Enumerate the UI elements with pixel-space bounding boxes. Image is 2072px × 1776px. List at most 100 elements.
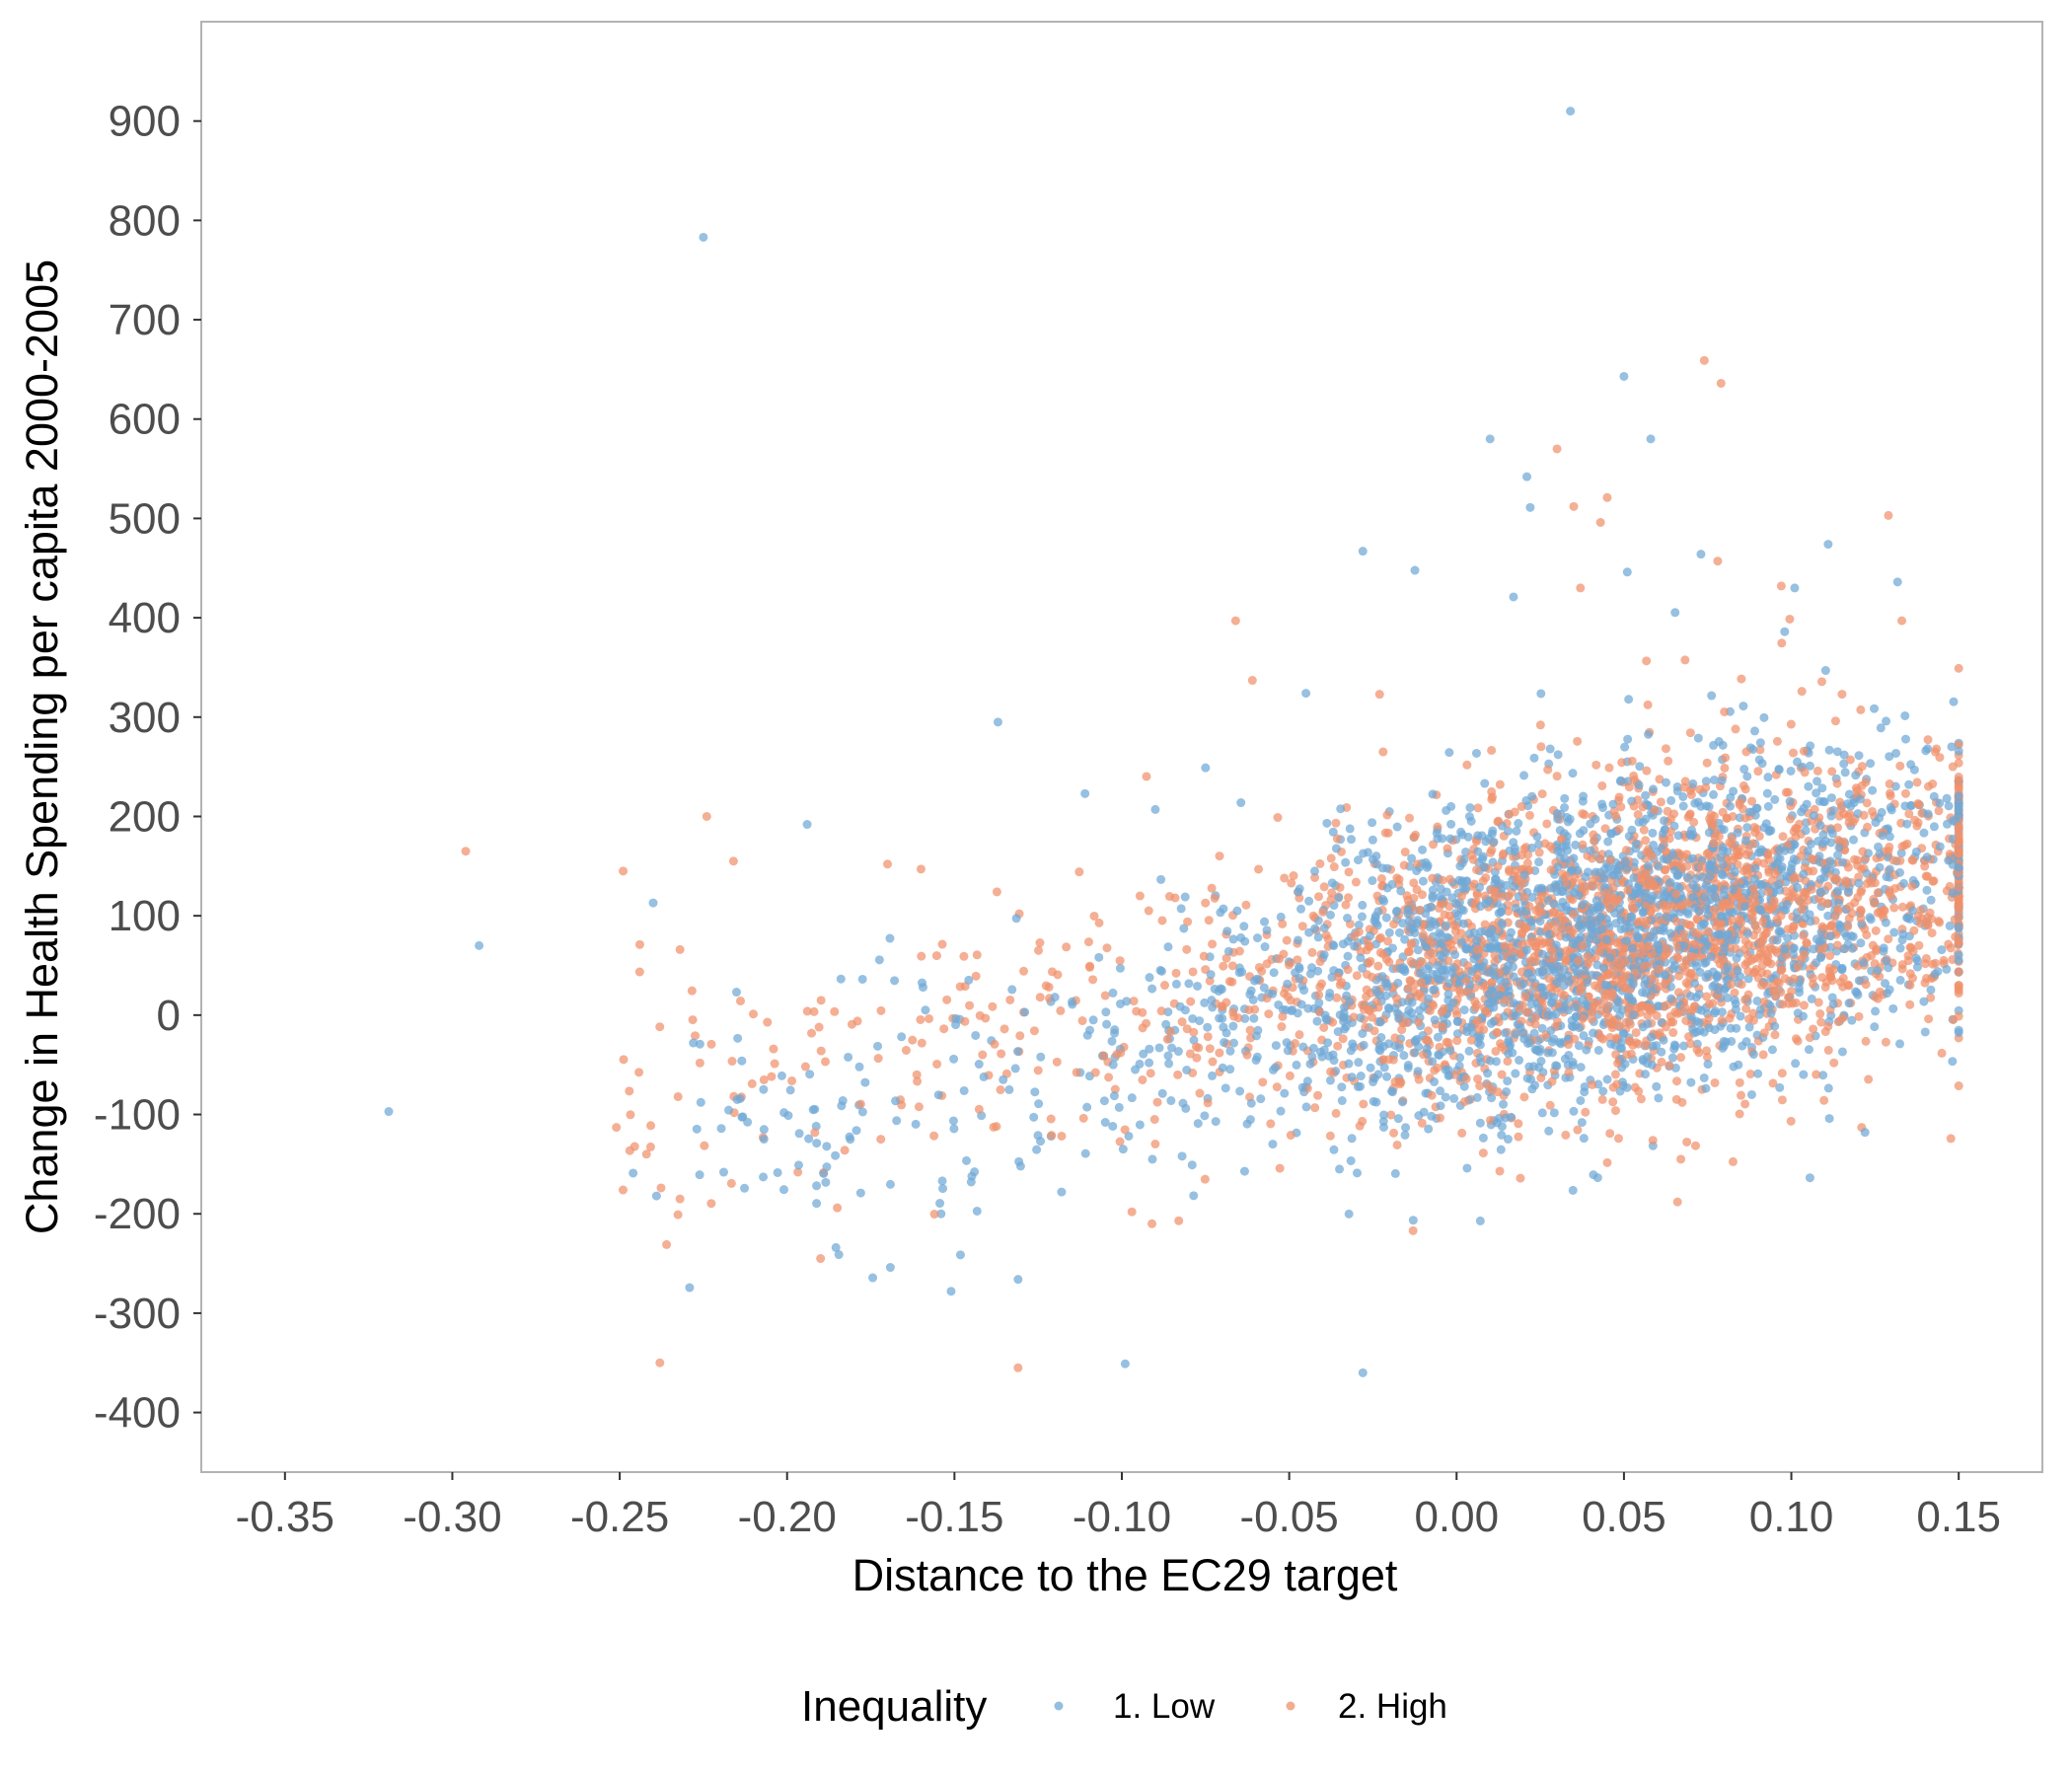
data-point — [836, 974, 846, 984]
data-point — [1902, 839, 1912, 849]
data-point — [1461, 1073, 1471, 1083]
data-point — [964, 975, 974, 985]
data-point — [1564, 1040, 1574, 1050]
data-point — [1786, 866, 1796, 876]
data-point — [1221, 1083, 1230, 1093]
data-point — [1305, 1059, 1315, 1069]
data-point — [1753, 767, 1763, 777]
data-point — [1085, 1025, 1095, 1035]
data-point — [1331, 1108, 1341, 1118]
data-point — [1326, 853, 1336, 863]
data-point — [1870, 1022, 1880, 1032]
data-point — [979, 1072, 989, 1081]
data-point — [1068, 997, 1077, 1006]
data-point — [1247, 676, 1257, 686]
data-point — [1239, 922, 1249, 931]
data-point — [1165, 1026, 1175, 1036]
data-point — [1954, 663, 1963, 673]
data-point — [691, 1031, 701, 1041]
data-point — [974, 1104, 984, 1114]
data-point — [916, 864, 925, 874]
data-point — [1437, 930, 1446, 940]
data-point — [1886, 788, 1895, 798]
data-point — [1362, 992, 1371, 1001]
data-point — [1755, 745, 1765, 755]
data-point — [1790, 583, 1800, 593]
data-point — [1167, 1043, 1177, 1053]
data-point — [1344, 1209, 1354, 1219]
data-point — [1730, 988, 1739, 998]
data-point — [1868, 806, 1878, 816]
data-point — [937, 1176, 947, 1186]
data-point — [1120, 1359, 1130, 1369]
data-point — [1296, 999, 1306, 1009]
data-point — [1138, 1023, 1147, 1033]
data-point — [1758, 1050, 1768, 1060]
data-point — [1530, 1012, 1540, 1022]
data-point — [1309, 866, 1319, 876]
data-point — [1204, 916, 1214, 925]
data-point — [914, 1102, 924, 1112]
data-point — [1337, 978, 1347, 988]
data-point — [1834, 843, 1844, 852]
data-point — [1203, 1022, 1213, 1032]
data-point — [1836, 804, 1846, 814]
data-point — [1313, 1090, 1323, 1100]
data-point — [1525, 502, 1535, 512]
data-point — [1135, 891, 1145, 901]
data-point — [1438, 834, 1447, 844]
data-point — [1745, 1070, 1755, 1079]
data-point — [1710, 1008, 1720, 1018]
data-point — [1429, 985, 1439, 995]
data-point — [1239, 1166, 1249, 1176]
data-point — [1324, 1051, 1334, 1061]
data-point — [1699, 1073, 1709, 1082]
data-point — [1558, 886, 1568, 896]
data-point — [1502, 966, 1512, 976]
data-point — [1806, 839, 1815, 849]
data-point — [831, 1242, 841, 1252]
data-point — [1536, 689, 1546, 699]
data-point — [1135, 1059, 1145, 1069]
data-point — [1672, 1008, 1682, 1018]
data-point — [1530, 1045, 1540, 1055]
data-point — [809, 1006, 819, 1016]
data-point — [1328, 827, 1338, 837]
data-point — [1466, 1035, 1476, 1045]
data-point — [1631, 839, 1641, 849]
data-point — [1418, 876, 1428, 886]
data-point — [1888, 1003, 1898, 1013]
data-point — [1875, 813, 1885, 823]
data-point — [1369, 1096, 1378, 1106]
data-point — [1642, 656, 1652, 666]
data-point — [1800, 768, 1810, 777]
data-point — [1393, 978, 1403, 988]
data-point — [1643, 700, 1653, 709]
data-point — [1823, 1045, 1833, 1055]
data-point — [1577, 1118, 1587, 1128]
data-point — [1714, 737, 1724, 747]
data-point — [1432, 828, 1442, 838]
data-point — [1512, 826, 1521, 836]
data-point — [1875, 907, 1885, 917]
data-point — [1748, 839, 1758, 849]
data-point — [942, 995, 952, 1004]
data-point — [1602, 981, 1612, 991]
data-point — [1118, 1145, 1128, 1154]
data-point — [1518, 1028, 1528, 1038]
data-point — [1679, 941, 1689, 950]
data-point — [1382, 810, 1392, 820]
data-point — [1654, 982, 1664, 992]
data-point — [1403, 1061, 1413, 1071]
data-point — [1387, 943, 1397, 953]
data-point — [1145, 973, 1154, 983]
data-point — [1935, 842, 1945, 851]
data-point — [1840, 768, 1850, 777]
data-point — [1358, 1368, 1368, 1377]
data-point — [1422, 1044, 1432, 1054]
data-point — [917, 951, 926, 961]
data-point — [1407, 998, 1417, 1007]
data-point — [1656, 797, 1665, 807]
data-point — [1435, 975, 1444, 985]
data-point — [1621, 1017, 1631, 1027]
